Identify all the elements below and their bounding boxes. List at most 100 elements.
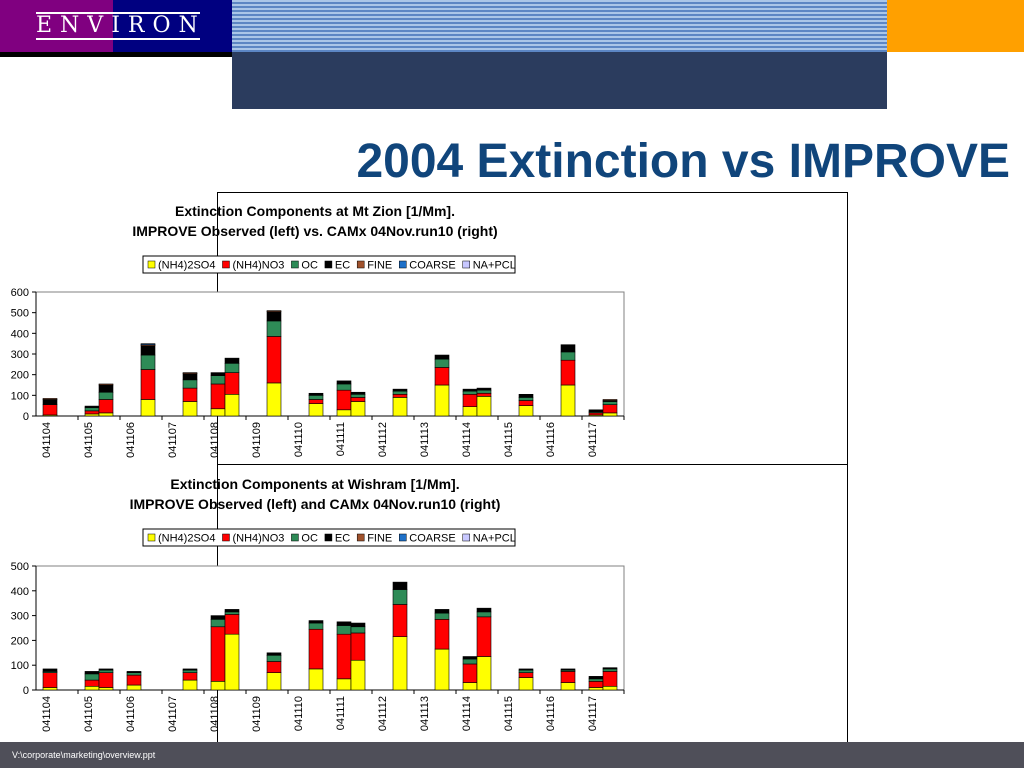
bar-stack [210,372,226,417]
bar-segment [308,620,324,624]
bar-segment [434,358,450,368]
bar-segment [462,656,478,660]
bar-segment [98,672,114,688]
bar-segment [308,668,324,691]
bar-stack [84,671,100,691]
legend-swatch [222,260,230,269]
bar-segment [84,685,100,691]
y-tick-label: 500 [11,561,29,573]
legend-label: NA+PCL [473,260,516,272]
bar-segment [210,372,226,377]
bar-segment [588,681,604,688]
x-tick-label: 041115 [503,422,515,457]
bar-segment [392,636,408,691]
bar-segment [84,407,100,412]
legend-label: (NH4)NO3 [232,260,284,272]
bar-segment [602,412,618,417]
x-tick-label: 041113 [419,696,431,731]
bar-segment [588,412,604,416]
bar-segment [560,351,576,361]
bar-segment [84,671,100,675]
bar-segment [224,357,240,364]
bar-stack [588,676,604,691]
bar-segment [602,404,618,414]
bar-segment [518,669,534,673]
bar-stack [98,383,114,417]
legend-label: NA+PCL [473,533,516,545]
bar-stack [308,392,324,417]
bar-segment [210,615,226,620]
legend-swatch [399,260,407,269]
chart-wishram: Extinction Components at Wishram [1/Mm].… [11,476,625,732]
bar-segment [126,672,142,676]
legend-label: FINE [367,260,392,272]
y-tick-label: 400 [11,586,29,598]
bar-stack [350,622,366,691]
bar-segment [392,604,408,637]
bar-segment [84,673,100,681]
bar-segment [434,612,450,620]
bar-stack [42,398,58,417]
y-tick-label: 400 [11,328,29,340]
bar-stack [588,409,604,417]
x-tick-label: 041105 [83,422,95,458]
y-tick-label: 300 [11,349,29,361]
bar-stack [476,607,492,691]
x-tick-label: 041109 [251,696,263,732]
bar-segment [462,682,478,691]
chart-title: Extinction Components at Wishram [1/Mm]. [170,476,459,492]
bar-segment [84,679,100,687]
bar-stack [336,380,352,417]
bar-segment [98,383,114,386]
bar-segment [462,663,478,683]
legend-swatch [462,260,470,269]
x-tick-label: 041114 [461,696,473,731]
bar-segment [560,668,576,671]
chart-title: Extinction Components at Mt Zion [1/Mm]. [175,203,455,219]
bar-segment [84,413,100,417]
bar-segment [518,677,534,691]
x-tick-label: 041108 [209,422,221,458]
y-tick-label: 300 [11,611,29,623]
bar-segment [462,388,478,392]
y-tick-label: 100 [11,390,29,402]
bar-segment [140,369,156,400]
x-tick-label: 041112 [377,422,389,457]
bar-segment [210,408,226,417]
x-tick-label: 041113 [419,422,431,457]
bar-segment [98,391,114,400]
bar-segment [336,678,352,691]
bar-segment [308,395,324,400]
navy-header-block [113,0,232,52]
legend-swatch [324,533,333,542]
bar-segment [350,626,366,634]
bar-segment [336,389,352,411]
x-tick-label: 041116 [545,696,557,731]
legend-swatch [147,533,156,542]
bar-segment [350,401,366,417]
bar-segment [126,674,142,686]
bar-segment [518,397,534,401]
bar-segment [140,343,156,345]
bar-segment [182,669,198,673]
legend-label: FINE [367,533,392,545]
bar-segment [308,399,324,404]
bar-segment [602,667,618,670]
bar-segment [350,659,366,691]
bar-segment [392,390,408,395]
bar-stack [42,668,58,691]
legend-swatch [356,260,365,269]
chart-legend: (NH4)2SO4 (NH4)NO3 OC EC FINE COARSE NA+PCL [142,528,516,547]
legend-label: OC [301,533,318,545]
bar-segment [98,412,114,417]
bar-segment [182,373,198,381]
bar-segment [602,401,618,405]
x-tick-label: 041107 [167,696,179,732]
bar-segment [336,625,352,635]
legend-label: OC [301,260,318,272]
bar-segment [210,619,226,628]
bar-segment [434,609,450,614]
bar-segment [182,387,198,402]
x-tick-label: 041112 [377,696,389,731]
